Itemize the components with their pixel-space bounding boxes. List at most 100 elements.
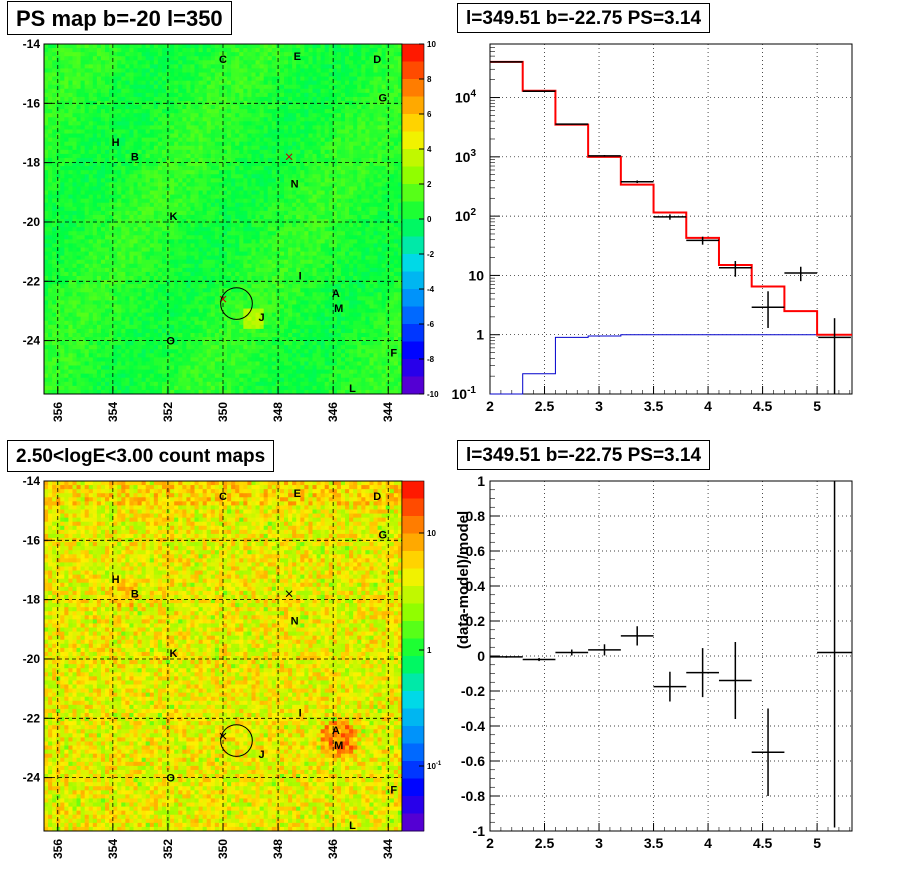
- psmap-pixel: [255, 129, 261, 134]
- psmap-pixel: [117, 105, 122, 110]
- psmap-pixel: [76, 288, 82, 293]
- psmap-pixel: [44, 308, 49, 313]
- psmap-pixel: [68, 72, 73, 77]
- psmap-pixel: [44, 125, 49, 130]
- psmap-pixel: [182, 235, 187, 240]
- psmap-pixel: [198, 304, 204, 309]
- psmap-pixel: [96, 133, 102, 138]
- psmap-pixel: [84, 259, 90, 265]
- psmap-pixel: [44, 170, 49, 175]
- psmap-pixel: [210, 357, 216, 362]
- psmap-pixel: [72, 133, 77, 138]
- psmap-pixel: [121, 275, 126, 281]
- psmap-pixel: [76, 385, 82, 391]
- psmap-pixel: [105, 56, 110, 61]
- psmap-pixel: [263, 320, 269, 326]
- psmap-pixel: [121, 332, 126, 338]
- psmap-pixel: [84, 202, 90, 208]
- psmap-pixel: [235, 353, 240, 358]
- psmap-pixel: [267, 328, 273, 334]
- psmap-pixel: [214, 312, 220, 318]
- psmap-pixel: [145, 243, 151, 248]
- psmap-pixel: [125, 227, 130, 232]
- psmap-pixel: [251, 231, 256, 236]
- psmap-pixel: [121, 308, 126, 313]
- psmap-pixel: [235, 292, 240, 297]
- psmap-pixel: [125, 365, 130, 370]
- psmap-pixel: [48, 349, 53, 354]
- psmap-pixel: [161, 223, 167, 228]
- psmap-pixel: [76, 186, 82, 191]
- psmap-pixel: [125, 52, 130, 57]
- psmap-pixel: [182, 271, 187, 277]
- psmap-pixel: [231, 243, 236, 248]
- psmap-pixel: [243, 206, 248, 212]
- psmap-pixel: [271, 267, 277, 273]
- psmap-pixel: [109, 247, 114, 252]
- psmap-pixel: [263, 292, 269, 297]
- psmap-pixel: [210, 60, 216, 65]
- psmap-pixel: [121, 170, 126, 175]
- psmap-pixel: [267, 365, 273, 370]
- psmap-pixel: [72, 219, 77, 224]
- psmap-pixel: [166, 353, 171, 358]
- psmap-pixel: [218, 357, 224, 362]
- psmap-pixel: [129, 267, 134, 273]
- psmap-pixel: [170, 56, 175, 61]
- psmap-pixel: [157, 162, 163, 167]
- psmap-pixel: [113, 157, 118, 163]
- psmap-pixel: [166, 284, 171, 289]
- psmap-pixel: [170, 141, 175, 147]
- psmap-pixel: [44, 337, 49, 342]
- psmap-pixel: [133, 296, 138, 301]
- psmap-pixel: [243, 121, 248, 126]
- psmap-pixel: [235, 341, 240, 346]
- psmap-pixel: [243, 292, 248, 297]
- psmap-pixel: [247, 92, 252, 98]
- psmap-pixel: [72, 320, 77, 326]
- psmap-pixel: [88, 353, 94, 358]
- psmap-pixel: [186, 141, 191, 147]
- psmap-pixel: [96, 96, 102, 102]
- psmap-pixel: [137, 105, 143, 110]
- psmap-pixel: [117, 121, 122, 126]
- psmap-pixel: [64, 84, 69, 90]
- psmap-pixel: [161, 337, 167, 342]
- psmap-pixel: [235, 133, 240, 138]
- psmap-pixel: [198, 312, 204, 318]
- psmap-pixel: [105, 231, 110, 236]
- psmap-pixel: [267, 117, 273, 122]
- psmap-pixel: [271, 381, 277, 387]
- psmap-pixel: [153, 48, 159, 53]
- psmap-pixel: [247, 231, 252, 236]
- psmap-pixel: [170, 385, 175, 391]
- psmap-pixel: [149, 125, 155, 130]
- psmap-pixel: [157, 178, 163, 183]
- psmap-pixel: [170, 251, 175, 257]
- psmap-pixel: [80, 72, 86, 77]
- psmap-pixel: [105, 68, 110, 73]
- psmap-pixel: [255, 182, 261, 187]
- psmap-pixel: [275, 280, 281, 285]
- psmap-pixel: [76, 247, 82, 252]
- psmap-pixel: [72, 227, 77, 232]
- psmap-pixel: [231, 105, 236, 110]
- psmap-pixel: [72, 100, 77, 106]
- psmap-pixel: [92, 190, 98, 195]
- psmap-pixel: [223, 255, 228, 261]
- psmap-pixel: [60, 166, 65, 171]
- psmap-pixel: [275, 182, 281, 187]
- psmap-pixel: [84, 292, 90, 297]
- psmap-pixel: [166, 271, 171, 277]
- psmap-pixel: [153, 271, 159, 277]
- psmap-pixel: [129, 365, 134, 370]
- psmap-pixel: [56, 377, 61, 383]
- psmap-pixel: [76, 267, 82, 273]
- psmap-pixel: [105, 88, 110, 94]
- psmap-pixel: [206, 117, 212, 122]
- psmap-pixel: [190, 141, 195, 147]
- psmap-pixel: [161, 174, 167, 179]
- psmap-pixel: [157, 96, 163, 102]
- psmap-pixel: [174, 341, 179, 346]
- psmap-pixel: [161, 255, 167, 261]
